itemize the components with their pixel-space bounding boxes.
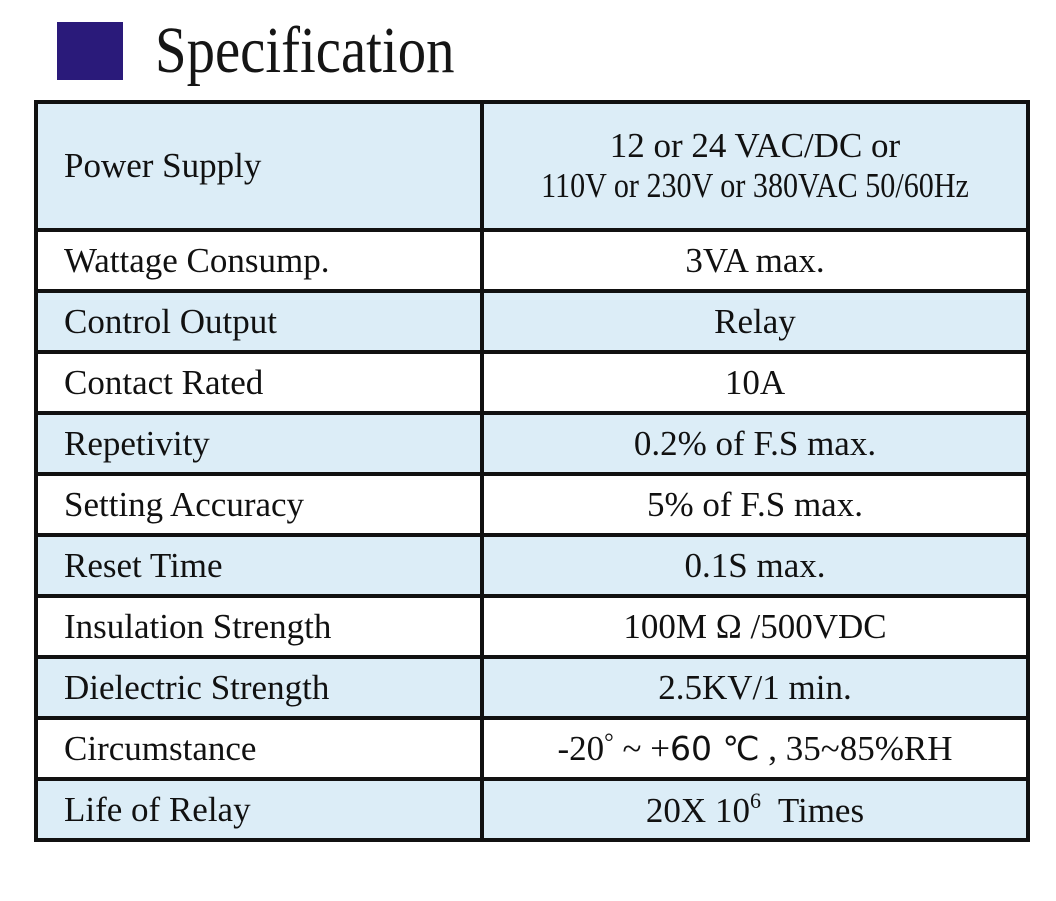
- spec-label: Control Output: [34, 289, 484, 354]
- spec-table: Power Supply 12 or 24 VAC/DC or 110V or …: [34, 100, 1030, 842]
- spec-label: Life of Relay: [34, 777, 484, 842]
- spec-value: 0.1S max.: [480, 533, 1030, 598]
- spec-value: 5% of F.S max.: [480, 472, 1030, 537]
- spec-label: Setting Accuracy: [34, 472, 484, 537]
- spec-row-reset-time: Reset Time 0.1S max.: [34, 533, 1030, 598]
- spec-value: 10A: [480, 350, 1030, 415]
- spec-value-line2: 110V or 230V or 380VAC 50/60Hz: [541, 166, 969, 205]
- spec-row-insulation: Insulation Strength 100M Ω /500VDC: [34, 594, 1030, 659]
- circumstance-max-temp: 60 ℃: [669, 728, 760, 768]
- degree-symbol: °: [604, 729, 614, 756]
- spec-row-contact-rated: Contact Rated 10A: [34, 350, 1030, 415]
- spec-value: -20° ~ +60 ℃ , 35~85%RH: [480, 716, 1030, 781]
- spec-label: Power Supply: [34, 100, 484, 232]
- spec-value: Relay: [480, 289, 1030, 354]
- spec-row-wattage: Wattage Consump. 3VA max.: [34, 228, 1030, 293]
- circumstance-humidity: , 35~85%RH: [759, 728, 953, 768]
- life-exponent: 6: [749, 788, 761, 813]
- spec-value: 12 or 24 VAC/DC or 110V or 230V or 380VA…: [480, 100, 1030, 232]
- spec-header: Specification: [57, 18, 503, 84]
- life-base: 20X 10: [645, 791, 750, 830]
- spec-row-repetivity: Repetivity 0.2% of F.S max.: [34, 411, 1030, 476]
- spec-value: 20X 106 Times: [480, 777, 1030, 842]
- spec-row-control-output: Control Output Relay: [34, 289, 1030, 354]
- spec-row-life-of-relay: Life of Relay 20X 106 Times: [34, 777, 1030, 842]
- spec-label: Insulation Strength: [34, 594, 484, 659]
- circumstance-min-temp: -20: [557, 728, 605, 768]
- spec-value: 100M Ω /500VDC: [480, 594, 1030, 659]
- life-suffix: Times: [760, 791, 865, 830]
- page-title: Specification: [155, 14, 455, 87]
- spec-row-setting-accuracy: Setting Accuracy 5% of F.S max.: [34, 472, 1030, 537]
- circumstance-range-sign: ~ +: [613, 728, 670, 768]
- spec-label: Wattage Consump.: [34, 228, 484, 293]
- spec-value: 2.5KV/1 min.: [480, 655, 1030, 720]
- spec-label: Circumstance: [34, 716, 484, 781]
- spec-value: 3VA max.: [480, 228, 1030, 293]
- spec-row-dielectric: Dielectric Strength 2.5KV/1 min.: [34, 655, 1030, 720]
- spec-value-line1: 12 or 24 VAC/DC or: [609, 126, 901, 165]
- spec-label: Repetivity: [34, 411, 484, 476]
- spec-label: Dielectric Strength: [34, 655, 484, 720]
- spec-row-power-supply: Power Supply 12 or 24 VAC/DC or 110V or …: [34, 100, 1030, 232]
- title-square-icon: [57, 22, 123, 80]
- spec-value: 0.2% of F.S max.: [480, 411, 1030, 476]
- spec-label: Contact Rated: [34, 350, 484, 415]
- spec-label: Reset Time: [34, 533, 484, 598]
- spec-row-circumstance: Circumstance -20° ~ +60 ℃ , 35~85%RH: [34, 716, 1030, 781]
